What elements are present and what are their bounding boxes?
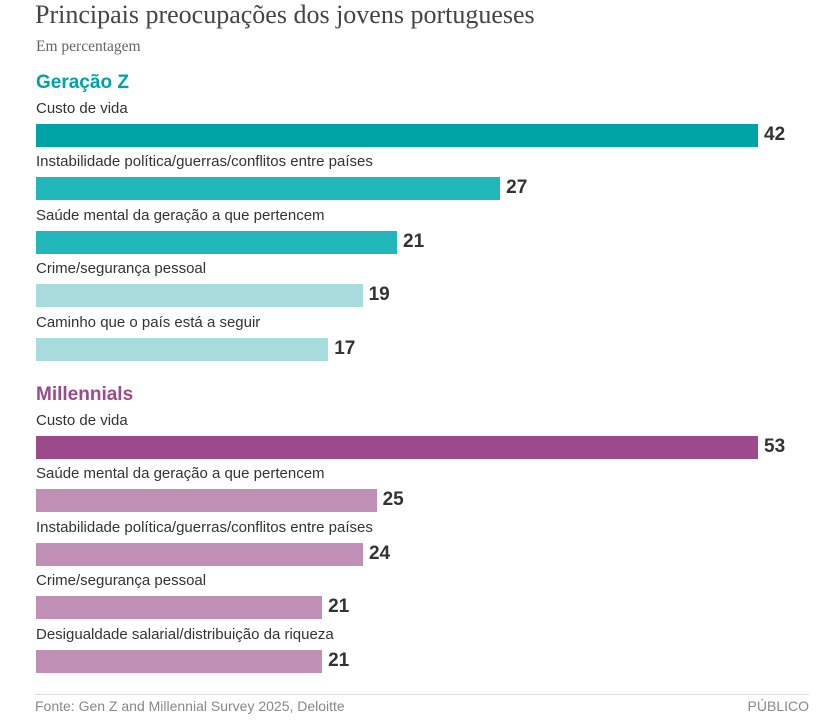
bar <box>36 596 323 620</box>
value-label: 42 <box>764 124 786 145</box>
value-label: 25 <box>382 489 404 511</box>
value-label: 19 <box>368 284 390 306</box>
category-label: Custo de vida <box>36 412 128 429</box>
bar <box>36 489 377 513</box>
value-label: 21 <box>328 649 350 671</box>
category-label: Instabilidade política/guerras/conflitos… <box>36 518 373 536</box>
value-label: 53 <box>764 436 786 457</box>
value-label: 21 <box>403 230 425 252</box>
group-heading: Geração Z <box>36 72 129 93</box>
bar <box>36 124 758 147</box>
group-heading: Millennials <box>36 384 134 405</box>
chart-subtitle: Em percentagem <box>36 38 141 55</box>
footer-divider <box>35 694 809 695</box>
source-note: Fonte: Gen Z and Millennial Survey 2025,… <box>35 698 345 714</box>
bar <box>36 542 363 566</box>
category-label: Saúde mental da geração a que pertencem <box>36 465 325 483</box>
bar <box>36 649 323 673</box>
bar <box>36 177 501 201</box>
category-label: Desigualdade salarial/distribuição da ri… <box>36 625 334 643</box>
value-label: 17 <box>334 337 356 359</box>
category-label: Saúde mental da geração a que pertencem <box>36 206 325 224</box>
value-label: 21 <box>328 596 350 618</box>
bar <box>36 337 329 361</box>
category-label: Custo de vida <box>36 100 128 117</box>
value-label: 24 <box>368 542 391 564</box>
category-label: Caminho que o país está a seguir <box>36 313 261 331</box>
category-label: Crime/segurança pessoal <box>36 260 207 278</box>
brand-logo: PÚBLICO <box>747 698 809 714</box>
value-label: 27 <box>506 177 528 199</box>
bar <box>36 284 363 308</box>
bar <box>36 436 758 459</box>
category-label: Instabilidade política/guerras/conflitos… <box>36 153 373 171</box>
category-label: Crime/segurança pessoal <box>36 572 207 590</box>
chart-title: Principais preocupações dos jovens portu… <box>35 0 535 29</box>
bar <box>36 230 397 254</box>
